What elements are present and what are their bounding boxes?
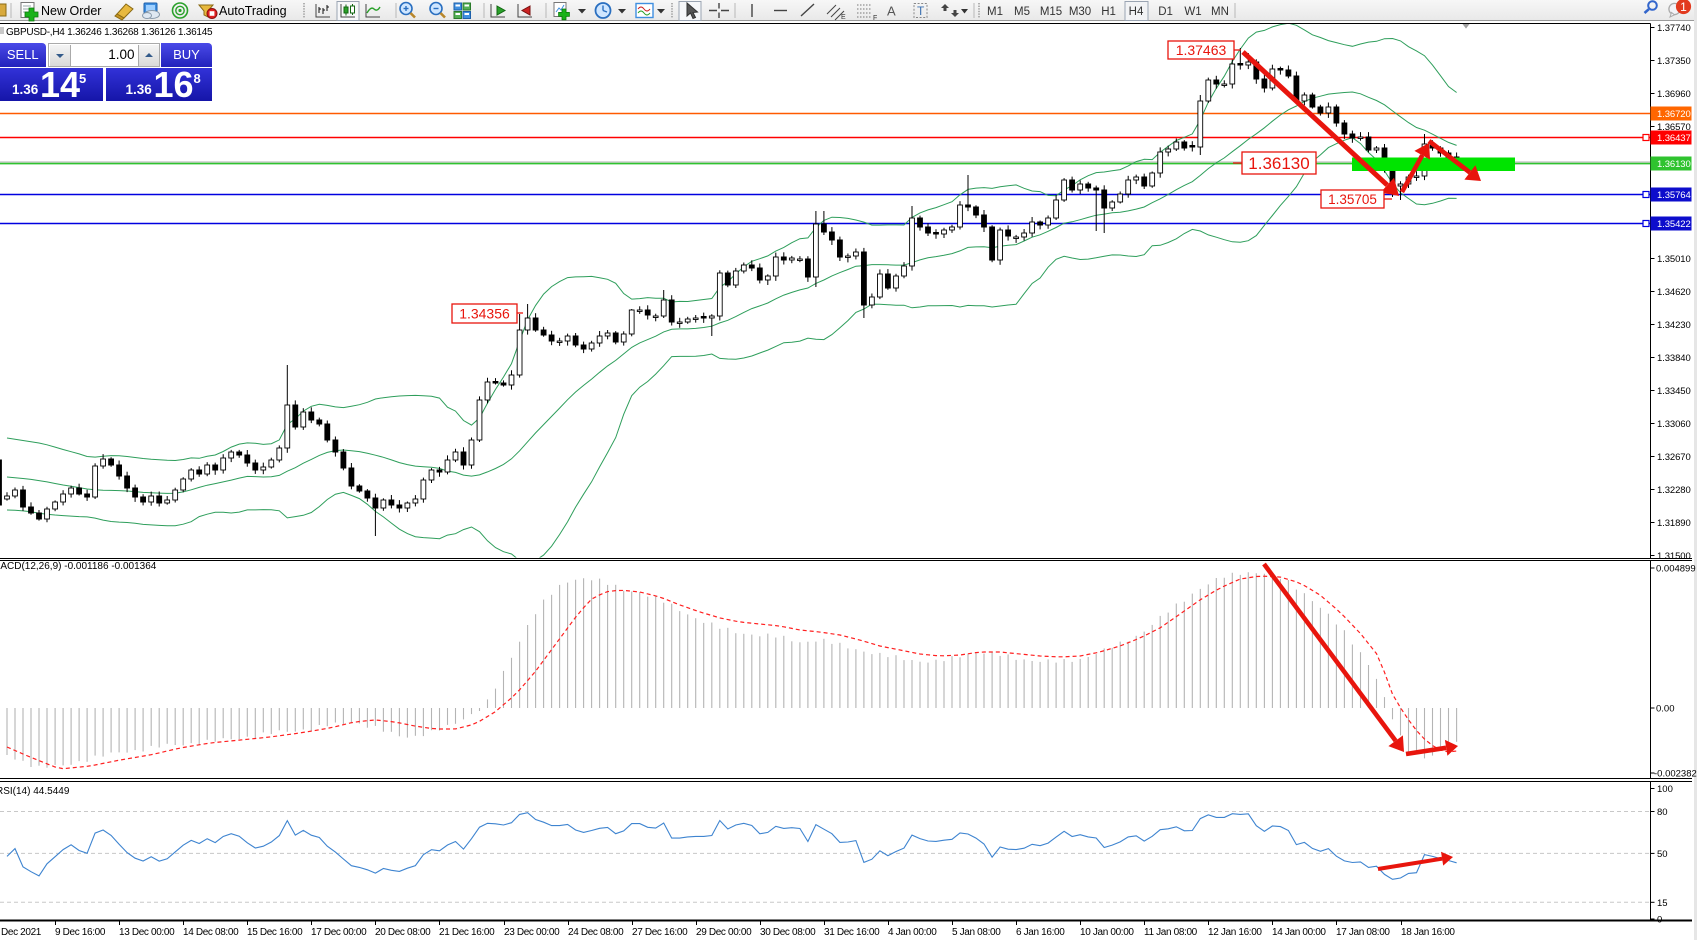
svg-text:1.35764: 1.35764: [1657, 190, 1691, 201]
svg-text:18 Jan 16:00: 18 Jan 16:00: [1401, 927, 1455, 938]
svg-text:A: A: [887, 4, 896, 19]
svg-text:M5: M5: [1014, 6, 1030, 18]
svg-text:17 Jan 08:00: 17 Jan 08:00: [1336, 927, 1390, 938]
svg-text:24 Dec 08:00: 24 Dec 08:00: [568, 927, 624, 938]
svg-text:29 Dec 00:00: 29 Dec 00:00: [696, 927, 752, 938]
svg-text:F: F: [873, 15, 877, 22]
svg-text:GBPUSD-,H4 1.36246 1.36268 1.: GBPUSD-,H4 1.36246 1.36268 1.36126 1.361…: [6, 27, 213, 38]
svg-text:1.36130: 1.36130: [1657, 159, 1691, 170]
svg-text:50: 50: [1657, 849, 1668, 860]
svg-text:31 Dec 16:00: 31 Dec 16:00: [824, 927, 880, 938]
svg-text:1.36960: 1.36960: [1657, 89, 1691, 100]
svg-text:0.00: 0.00: [1656, 704, 1675, 715]
svg-text:D1: D1: [1158, 6, 1173, 18]
svg-text:12 Jan 16:00: 12 Jan 16:00: [1208, 927, 1262, 938]
svg-text:1.34230: 1.34230: [1657, 320, 1691, 331]
svg-text:MN: MN: [1211, 6, 1229, 18]
svg-text:13 Dec 00:00: 13 Dec 00:00: [119, 927, 175, 938]
svg-text:New Order: New Order: [41, 4, 101, 18]
svg-text:10 Jan 00:00: 10 Jan 00:00: [1080, 927, 1134, 938]
svg-text:1: 1: [1680, 0, 1687, 14]
svg-text:T: T: [917, 4, 925, 18]
svg-text:14 Jan 00:00: 14 Jan 00:00: [1272, 927, 1326, 938]
svg-text:15 Dec 16:00: 15 Dec 16:00: [247, 927, 303, 938]
svg-text:0: 0: [1657, 915, 1662, 926]
svg-text:1.35705: 1.35705: [1328, 192, 1377, 207]
svg-text:80: 80: [1657, 807, 1668, 818]
svg-text:1.37463: 1.37463: [1176, 42, 1227, 58]
svg-text:0.004899: 0.004899: [1656, 564, 1696, 575]
svg-text:1.33840: 1.33840: [1657, 353, 1691, 364]
svg-text:1.35422: 1.35422: [1657, 219, 1691, 230]
svg-text:1.31890: 1.31890: [1657, 518, 1691, 529]
svg-text:1.37740: 1.37740: [1657, 23, 1691, 34]
svg-text:1.37350: 1.37350: [1657, 56, 1691, 67]
svg-text:Dec 2021: Dec 2021: [1, 927, 42, 938]
svg-text:14 Dec 08:00: 14 Dec 08:00: [183, 927, 239, 938]
svg-text:1.36130: 1.36130: [1248, 154, 1309, 173]
svg-text:1.35010: 1.35010: [1657, 254, 1691, 265]
svg-text:RSI(14) 44.5449: RSI(14) 44.5449: [0, 786, 70, 797]
svg-text:21 Dec 16:00: 21 Dec 16:00: [439, 927, 495, 938]
svg-text:27 Dec 16:00: 27 Dec 16:00: [632, 927, 688, 938]
svg-text:17 Dec 00:00: 17 Dec 00:00: [311, 927, 367, 938]
svg-text:1.36437: 1.36437: [1657, 133, 1691, 144]
svg-text:100: 100: [1657, 784, 1673, 795]
svg-text:M15: M15: [1040, 6, 1062, 18]
svg-text:H1: H1: [1101, 6, 1116, 18]
svg-text:H4: H4: [1129, 6, 1144, 18]
svg-text:E: E: [841, 14, 846, 21]
svg-text:30 Dec 08:00: 30 Dec 08:00: [760, 927, 816, 938]
svg-text:9 Dec 16:00: 9 Dec 16:00: [55, 927, 106, 938]
svg-text:1.33060: 1.33060: [1657, 419, 1691, 430]
svg-text:20 Dec 08:00: 20 Dec 08:00: [375, 927, 431, 938]
svg-text:15: 15: [1657, 898, 1668, 909]
svg-text:1.36720: 1.36720: [1657, 109, 1691, 120]
svg-text:1.34356: 1.34356: [459, 306, 510, 322]
svg-text:23 Dec 00:00: 23 Dec 00:00: [504, 927, 560, 938]
svg-text:1.34620: 1.34620: [1657, 287, 1691, 298]
svg-text:1.36570: 1.36570: [1657, 122, 1691, 133]
svg-text:W1: W1: [1184, 6, 1201, 18]
svg-text:M1: M1: [987, 6, 1003, 18]
svg-text:AutoTrading: AutoTrading: [219, 4, 287, 18]
svg-text:1.32280: 1.32280: [1657, 485, 1691, 496]
svg-text:1.31500: 1.31500: [1657, 551, 1691, 562]
svg-text:4 Jan 00:00: 4 Jan 00:00: [888, 927, 937, 938]
svg-text:1.32670: 1.32670: [1657, 452, 1691, 463]
svg-text:M30: M30: [1069, 6, 1091, 18]
svg-text:11 Jan 08:00: 11 Jan 08:00: [1144, 927, 1198, 938]
svg-text:5 Jan 08:00: 5 Jan 08:00: [952, 927, 1001, 938]
svg-text:1.33450: 1.33450: [1657, 386, 1691, 397]
svg-text:MACD(12,26,9) -0.001186 -0.001: MACD(12,26,9) -0.001186 -0.001364: [0, 561, 157, 572]
svg-text:-0.002382: -0.002382: [1654, 769, 1697, 780]
svg-text:6 Jan 16:00: 6 Jan 16:00: [1016, 927, 1065, 938]
